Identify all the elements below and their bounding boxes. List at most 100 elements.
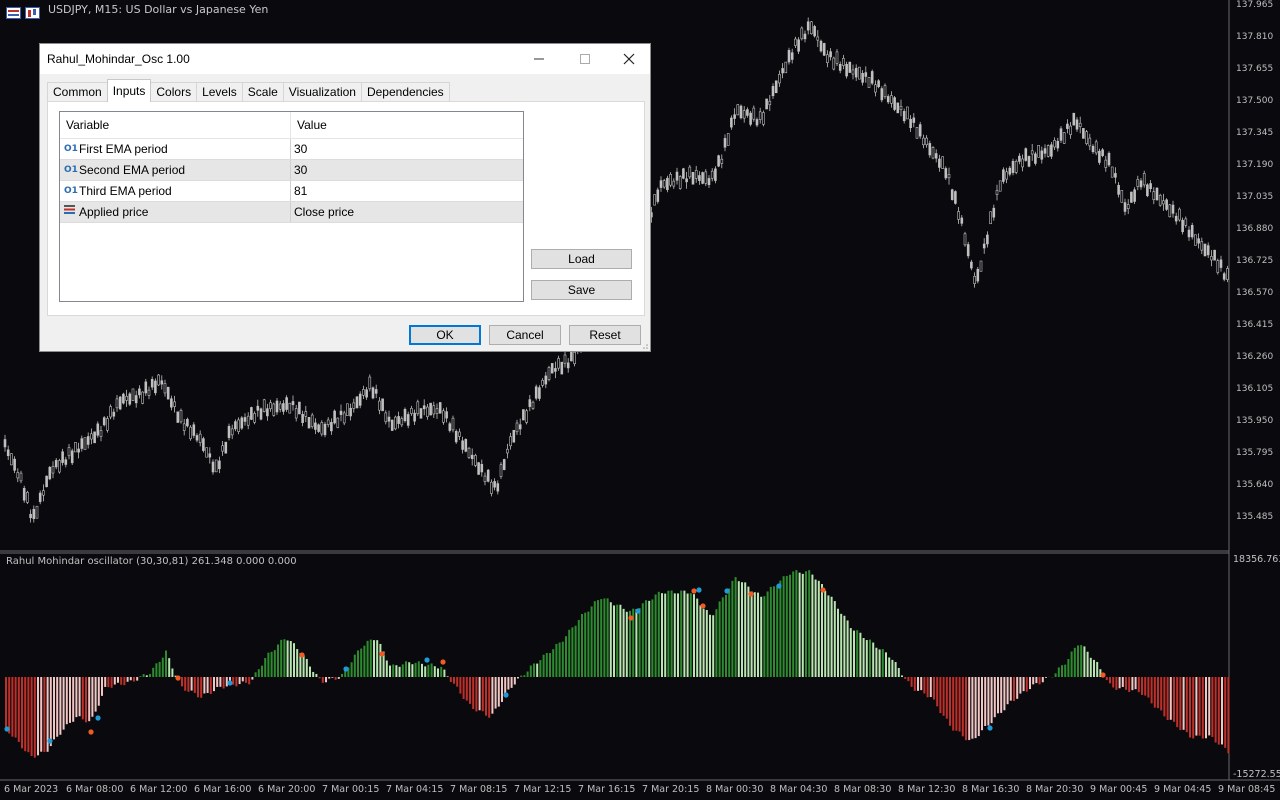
tab-dependencies[interactable]: Dependencies — [360, 82, 450, 102]
input-row-third-ema[interactable]: O1 Third EMA period 81 — [60, 181, 523, 202]
load-button[interactable]: Load — [531, 249, 632, 269]
value-cell[interactable]: 81 — [294, 184, 308, 198]
candle-body — [1088, 137, 1092, 147]
osc-bar — [1221, 677, 1223, 745]
column-header-value[interactable]: Value — [297, 118, 327, 132]
osc-bar — [1064, 664, 1067, 677]
input-row-applied-price[interactable]: Applied price Close price — [60, 202, 523, 223]
osc-bar — [558, 642, 561, 677]
maximize-button[interactable] — [562, 44, 608, 74]
osc-bar — [869, 639, 871, 677]
candle-body — [275, 400, 279, 413]
candle-body — [221, 445, 224, 452]
tab-common[interactable]: Common — [47, 82, 108, 102]
osc-bar — [971, 677, 974, 739]
candle-body — [982, 243, 986, 249]
column-header-variable[interactable]: Variable — [60, 112, 291, 138]
osc-bar — [648, 600, 651, 677]
candle-body — [442, 410, 445, 423]
candle-body — [1075, 119, 1079, 130]
candle-body — [48, 466, 52, 480]
osc-bar — [888, 657, 891, 677]
candle-body — [1133, 189, 1136, 202]
value-cell[interactable]: Close price — [294, 205, 355, 219]
candle-body — [362, 389, 365, 396]
tab-colors[interactable]: Colors — [150, 82, 198, 102]
osc-bar — [593, 601, 596, 677]
reset-button[interactable]: Reset — [569, 325, 641, 345]
osc-bar — [424, 666, 427, 677]
osc-bar — [459, 677, 462, 694]
candle-body — [416, 401, 420, 415]
candle-body — [890, 95, 893, 104]
time-tick: 8 Mar 12:30 — [898, 784, 956, 795]
osc-bar — [552, 649, 555, 677]
osc-bar — [526, 671, 529, 677]
candle-body — [118, 396, 122, 410]
osc-bar — [731, 580, 734, 677]
osc-bar — [917, 677, 919, 691]
ok-button[interactable]: OK — [409, 325, 481, 345]
input-row-second-ema[interactable]: O1 Second EMA period 30 — [60, 160, 523, 181]
osc-bar — [113, 677, 116, 685]
tab-inputs[interactable]: Inputs — [106, 79, 152, 102]
sell-signal-dot — [299, 652, 305, 658]
candle-body — [560, 361, 564, 375]
tab-levels[interactable]: Levels — [196, 82, 243, 102]
candle-body — [426, 406, 429, 417]
osc-bar — [273, 650, 276, 677]
candle-body — [797, 39, 800, 52]
osc-bar — [1144, 677, 1147, 696]
candle-body — [262, 399, 266, 412]
osc-bar — [619, 604, 622, 677]
candle-body — [902, 111, 906, 122]
osc-bar — [392, 664, 395, 677]
variable-name: Third EMA period — [79, 184, 172, 198]
sell-signal-dot — [700, 603, 706, 609]
cancel-button[interactable]: Cancel — [489, 325, 561, 345]
osc-bar — [997, 677, 999, 714]
candle-body — [1210, 256, 1213, 261]
minimize-button[interactable] — [516, 44, 562, 74]
candle-body — [179, 409, 183, 423]
candle-body — [1053, 140, 1056, 148]
osc-bar — [225, 677, 228, 687]
candle-body — [1008, 167, 1012, 175]
candle-body — [963, 233, 967, 246]
candle-body — [886, 96, 890, 103]
candle-body — [950, 189, 954, 200]
osc-bar — [664, 593, 667, 677]
osc-bar — [347, 667, 350, 677]
osc-bar — [712, 615, 715, 677]
close-button[interactable] — [606, 44, 652, 74]
value-cell[interactable]: 30 — [294, 163, 308, 177]
osc-bar — [334, 677, 337, 680]
candle-body — [230, 428, 234, 436]
candle-body — [829, 51, 832, 58]
osc-bar — [97, 677, 100, 706]
osc-bar — [600, 599, 603, 677]
candle-body — [1024, 148, 1028, 161]
input-row-first-ema[interactable]: O1 First EMA period 30 — [60, 139, 523, 160]
candle-body — [1168, 204, 1172, 218]
candle-body — [563, 354, 567, 364]
chart-trade-icon[interactable] — [25, 6, 40, 19]
value-cell[interactable]: 30 — [294, 142, 308, 156]
candle-body — [80, 438, 84, 449]
tab-scale[interactable]: Scale — [241, 82, 284, 102]
candle-body — [976, 269, 980, 282]
dialog-titlebar[interactable]: Rahul_Mohindar_Osc 1.00 — [40, 44, 650, 74]
resize-grip-icon[interactable] — [641, 342, 649, 350]
candle-body — [1162, 200, 1165, 205]
candle-body — [42, 490, 45, 496]
time-tick: 7 Mar 16:15 — [578, 784, 636, 795]
save-button[interactable]: Save — [531, 280, 632, 300]
osc-bar — [91, 677, 94, 717]
candle-body — [470, 454, 474, 460]
candle-body — [186, 418, 189, 427]
osc-bar — [907, 677, 910, 682]
candle-body — [669, 173, 672, 186]
candle-body — [1206, 245, 1210, 256]
tab-visualization[interactable]: Visualization — [282, 82, 362, 102]
